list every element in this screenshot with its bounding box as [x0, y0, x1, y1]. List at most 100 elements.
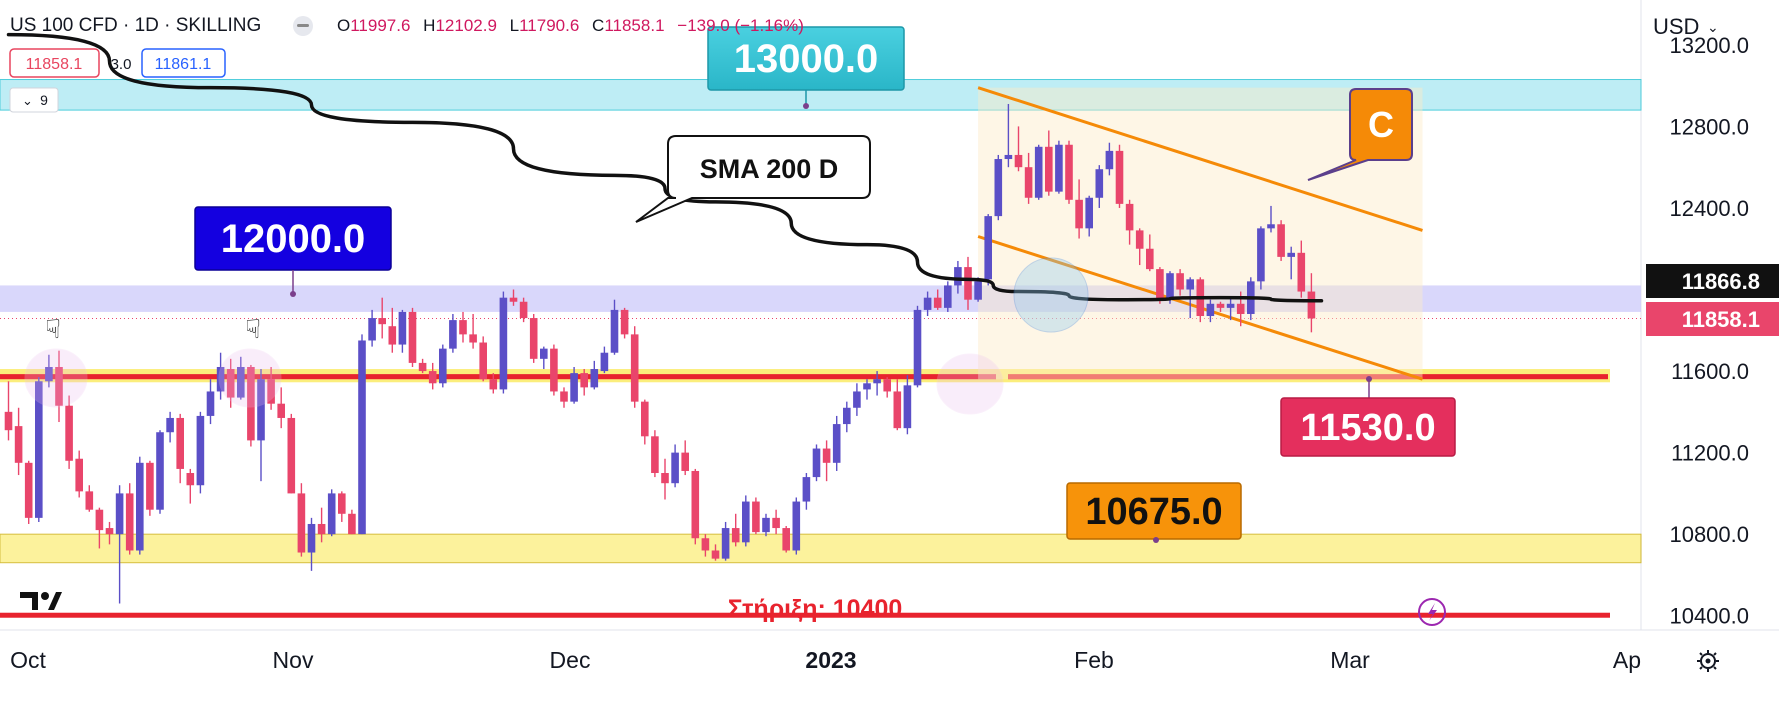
- candle: [560, 387, 568, 408]
- candle: [489, 373, 498, 394]
- candle: [348, 509, 356, 535]
- ask-box[interactable]: 11861.1: [141, 48, 226, 78]
- price-axis[interactable]: 13200.0 12800.0 12400.0 11600.0 11200.0 10800…: [1669, 33, 1749, 629]
- candle-body: [24, 462, 33, 518]
- candle: [984, 214, 992, 286]
- support-line-10400: [0, 612, 1610, 618]
- candle: [1196, 277, 1205, 323]
- candle: [146, 460, 154, 516]
- candle-body: [35, 381, 43, 518]
- price-tags: 11866.8 11858.1: [1646, 264, 1779, 336]
- candle: [1055, 140, 1063, 194]
- candle: [449, 313, 457, 353]
- candle: [439, 344, 447, 388]
- candle-body: [883, 379, 891, 392]
- candle-body: [580, 373, 588, 388]
- candle: [156, 430, 164, 514]
- settings-gear-icon[interactable]: [1697, 650, 1719, 672]
- tradingview-logo[interactable]: [20, 592, 62, 610]
- candle-body: [893, 391, 902, 429]
- candle: [933, 289, 942, 310]
- time-axis[interactable]: Oct Nov Dec 2023 Feb Mar Ap: [10, 647, 1641, 673]
- touch-circle: [24, 348, 88, 408]
- candle: [479, 336, 487, 382]
- candle: [317, 507, 326, 543]
- candle-body: [964, 267, 972, 300]
- candle: [166, 411, 174, 443]
- candle-body: [570, 373, 578, 402]
- candle-body: [4, 411, 13, 431]
- candle-body: [731, 528, 740, 543]
- candle-body: [156, 432, 164, 510]
- label-11530: 11530.0: [1280, 376, 1456, 457]
- candle: [418, 358, 427, 374]
- candle-body: [620, 309, 629, 335]
- candle: [590, 360, 599, 390]
- flash-icon[interactable]: [1418, 598, 1446, 626]
- bid-box[interactable]: 11858.1: [9, 48, 100, 78]
- candle-body: [408, 311, 417, 363]
- candle: [297, 483, 306, 557]
- y-tick-label: 10800.0: [1669, 522, 1749, 547]
- candle: [307, 517, 316, 571]
- candle-body: [792, 501, 801, 551]
- support-band-left: [0, 374, 996, 380]
- candle-body: [146, 462, 154, 510]
- candle-body: [1034, 146, 1043, 198]
- candle-body: [641, 401, 649, 437]
- candle-body: [1146, 248, 1154, 270]
- candle: [792, 497, 801, 555]
- candle-body: [1287, 252, 1295, 257]
- ask-value: 11861.1: [155, 56, 212, 73]
- h-label: H: [423, 16, 435, 35]
- candle: [1146, 234, 1154, 272]
- level-13000-text: 13000.0: [734, 37, 879, 81]
- candle-body: [378, 318, 386, 325]
- indicators-toggle[interactable]: ⌄ 9: [9, 87, 59, 113]
- candle-body: [449, 320, 457, 349]
- candle: [1065, 140, 1073, 204]
- high-tag: 11866.8: [1682, 269, 1760, 294]
- candle: [610, 299, 619, 355]
- candle: [14, 407, 23, 476]
- candle: [1125, 199, 1134, 245]
- candle-body: [1045, 146, 1053, 192]
- candle: [782, 526, 790, 553]
- candle-body: [752, 501, 760, 533]
- c-value: 11858.1: [604, 16, 664, 35]
- candle: [570, 366, 578, 404]
- candle: [368, 309, 376, 347]
- candle-body: [812, 448, 821, 478]
- candle: [974, 277, 982, 302]
- candle-body: [105, 528, 114, 535]
- eye-icon[interactable]: [293, 16, 313, 36]
- candle: [843, 401, 851, 433]
- currency-selector[interactable]: USD ⌄: [1653, 14, 1719, 39]
- candle: [1045, 130, 1053, 196]
- candle-body: [1125, 203, 1134, 231]
- touch-circle: [936, 353, 1004, 415]
- candle-body: [540, 348, 548, 359]
- x-tick-label: Ap: [1613, 647, 1641, 673]
- y-tick-label: 11600.0: [1671, 359, 1749, 384]
- candle-body: [661, 473, 669, 484]
- candle: [358, 334, 366, 535]
- candle: [661, 458, 669, 500]
- candle: [186, 468, 195, 504]
- zone-10675.0: [0, 533, 1642, 564]
- candle: [772, 509, 780, 535]
- candle: [1257, 226, 1265, 290]
- candle: [4, 381, 13, 441]
- y-tick-label: 11200.0: [1671, 441, 1749, 466]
- candle-body: [95, 509, 104, 531]
- candle-body: [691, 470, 700, 539]
- candle: [388, 307, 397, 353]
- candle: [832, 415, 841, 471]
- level-10675-text: 10675.0: [1085, 491, 1222, 533]
- candle: [55, 350, 63, 423]
- candle: [24, 460, 33, 524]
- candle-body: [338, 493, 346, 514]
